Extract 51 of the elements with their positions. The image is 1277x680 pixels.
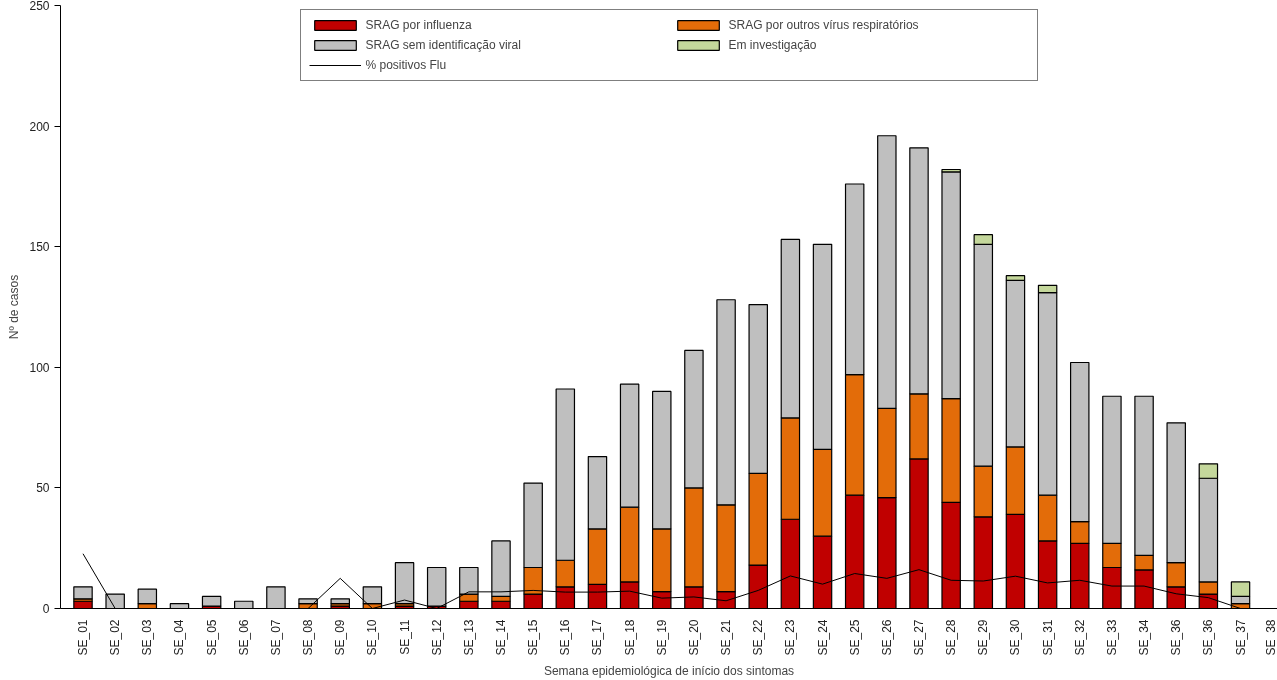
x-tick-label: SE_33 <box>1104 619 1119 656</box>
y-tick-label: 50 <box>36 481 50 496</box>
x-tick-label: SE_04 <box>172 619 187 656</box>
x-tick-label: SE_07 <box>268 619 283 656</box>
x-tick-label: SE_18 <box>622 619 637 656</box>
x-tick-label: SE_32 <box>1072 619 1087 656</box>
x-tick-label: SE_30 <box>1008 619 1023 656</box>
x-tick-label: SE_16 <box>558 619 573 656</box>
x-tick-label: SE_09 <box>333 619 348 656</box>
x-tick-label: SE_25 <box>847 619 862 656</box>
y-tick-label: 200 <box>29 119 50 134</box>
x-tick-label: SE_14 <box>494 619 508 656</box>
y-tick-label: 250 <box>29 0 50 13</box>
legend-label: Em investigação <box>728 38 818 52</box>
x-tick-label: SE_28 <box>944 619 959 656</box>
x-tick-label: SE_02 <box>108 619 123 656</box>
legend-label: % positivos Flu <box>365 58 448 72</box>
x-tick-label: SE_19 <box>654 619 669 656</box>
x-tick-label: SE_26 <box>879 619 894 656</box>
y-tick-label: 150 <box>29 240 50 255</box>
x-tick-label: SE_06 <box>236 619 251 656</box>
legend-label: SRAG por outros vírus respiratórios <box>728 18 920 32</box>
x-tick-label: SE_37 <box>1233 619 1248 656</box>
x-tick-label: SE_29 <box>976 619 991 656</box>
x-tick-label: SE_13 <box>461 619 476 656</box>
x-tick-label: SE_05 <box>204 619 219 656</box>
legend-label: SRAG por influenza <box>365 18 473 32</box>
x-tick-label: SE_36 <box>1169 619 1184 656</box>
x-tick-label: SE_08 <box>301 619 316 656</box>
x-tick-label: SE_22 <box>751 619 766 656</box>
y-axis-title: Nº de casos <box>7 274 22 340</box>
legend-label: SRAG sem identificação viral <box>365 38 522 52</box>
x-tick-label: SE_20 <box>686 619 701 656</box>
y-tick-label: 0 <box>42 602 50 616</box>
x-tick-label: SE_23 <box>783 619 798 656</box>
x-tick-label: SE_34 <box>1137 619 1152 656</box>
x-tick-label: SE_38 <box>1263 619 1277 656</box>
y-tick-label: 100 <box>29 360 50 375</box>
x-tick-label: SE_03 <box>140 619 155 656</box>
x-tick-label: SE_36 <box>1201 619 1216 656</box>
x-tick-label: SE_21 <box>719 619 734 656</box>
x-tick-label: SE_24 <box>815 619 830 656</box>
x-tick-label: SE_31 <box>1040 619 1055 656</box>
x-tick-label: SE_17 <box>590 619 605 656</box>
x-tick-label: SE_10 <box>365 619 380 656</box>
x-tick-label: SE_11 <box>397 619 412 655</box>
x-tick-label: SE_01 <box>76 619 91 656</box>
x-tick-label: SE_15 <box>526 619 541 656</box>
x-tick-label: SE_12 <box>429 619 444 656</box>
x-tick-label: SE_27 <box>911 619 926 656</box>
x-axis-title: Semana epidemiológica de início dos sintomas <box>543 663 795 678</box>
